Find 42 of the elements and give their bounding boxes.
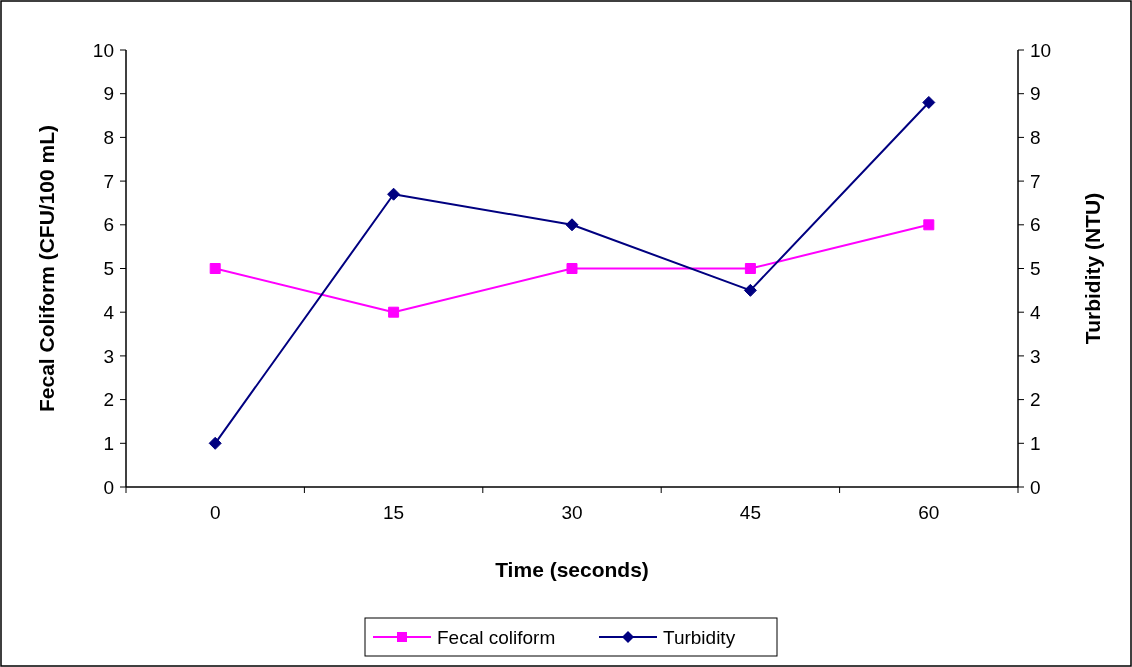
legend-label: Fecal coliform — [437, 626, 556, 648]
point — [565, 218, 579, 232]
y-tick-label: 8 — [103, 127, 114, 149]
y2-tick-label: 5 — [1030, 258, 1041, 280]
point — [743, 283, 757, 297]
y-tick-label: 9 — [103, 83, 114, 105]
y2-tick-label: 0 — [1030, 476, 1041, 498]
point — [388, 306, 400, 318]
y-tick-label: 10 — [92, 39, 114, 61]
y2-tick-label: 8 — [1030, 127, 1041, 149]
legend-label: Turbidity — [663, 626, 736, 648]
point — [744, 263, 756, 274]
x-tick-label: 60 — [918, 502, 940, 523]
point — [923, 219, 935, 231]
x-tick-label: 45 — [739, 502, 761, 523]
point — [922, 95, 936, 109]
y2-axis-title: Turbidity (NTU) — [1081, 192, 1104, 345]
y-tick-label: 0 — [103, 476, 114, 498]
y2-tick-label: 3 — [1030, 345, 1041, 367]
y-tick-label: 2 — [103, 389, 114, 411]
y-tick-label: 1 — [103, 432, 114, 454]
point — [209, 263, 221, 274]
x-tick-label: 15 — [383, 502, 405, 523]
y2-tick-label: 9 — [1030, 83, 1041, 105]
y-tick-label: 3 — [103, 345, 114, 367]
x-axis-title: Time (seconds) — [495, 558, 649, 581]
y2-tick-label: 1 — [1030, 432, 1041, 454]
point — [387, 187, 401, 201]
y2-tick-label: 6 — [1030, 214, 1041, 236]
x-tick-label: 30 — [561, 502, 583, 523]
y-tick-label: 7 — [103, 170, 114, 192]
x-tick-label: 0 — [209, 502, 221, 523]
y-tick-label: 4 — [103, 301, 115, 323]
y2-tick-label: 10 — [1030, 39, 1052, 61]
y2-tick-label: 2 — [1030, 389, 1041, 411]
y2-tick-label: 4 — [1030, 301, 1041, 323]
y-tick-label: 6 — [103, 214, 114, 236]
y-axis-title: Fecal Coliform (CFU/100 mL) — [35, 124, 58, 413]
point — [566, 263, 578, 274]
point — [208, 436, 222, 450]
y-tick-label: 5 — [103, 258, 114, 280]
y2-tick-label: 7 — [1030, 170, 1041, 192]
